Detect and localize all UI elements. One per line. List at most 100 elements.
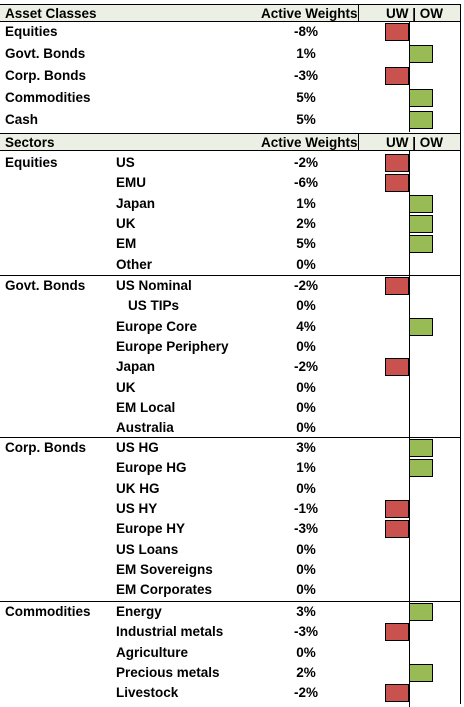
active-weight-value: 1% — [296, 196, 316, 211]
asset-class-label: Corp. Bonds — [5, 68, 86, 83]
sector-label: EMU — [116, 175, 146, 190]
sector-label: Other — [116, 257, 153, 272]
header-divider — [358, 134, 359, 150]
sectors-title: Sectors — [5, 135, 55, 150]
sector-label: EM Local — [116, 400, 176, 415]
sector-label: Japan — [116, 196, 156, 211]
sector-group-label: Corp. Bonds — [5, 440, 86, 455]
sector-label: US HY — [116, 501, 158, 516]
sector-label: Precious metals — [116, 665, 220, 680]
active-weight-value: 3% — [296, 440, 316, 455]
active-weight-value: 0% — [296, 400, 316, 415]
active-weight-value: -3% — [293, 624, 318, 639]
sector-label: US HG — [116, 440, 159, 455]
active-weight-value: 0% — [296, 582, 316, 597]
active-weight-value: -2% — [293, 278, 318, 293]
underweight-bar — [385, 358, 409, 376]
sector-label: Livestock — [116, 685, 179, 700]
active-weight-value: 5% — [296, 90, 316, 105]
uw-ow-heading: UW | OW — [386, 135, 444, 150]
sector-label: Japan — [116, 359, 156, 374]
asset-classes-title: Asset Classes — [5, 6, 97, 21]
active-weight-value: 0% — [296, 339, 316, 354]
active-weight-value: -3% — [293, 521, 318, 536]
active-weight-value: 0% — [296, 298, 316, 313]
underweight-bar — [385, 520, 409, 538]
asset-classes-header: Asset Classes Active Weights UW | OW — [0, 4, 460, 22]
sector-label: UK HG — [116, 481, 160, 496]
asset-class-label: Cash — [5, 112, 39, 127]
header-divider — [358, 5, 359, 21]
sector-label: Industrial metals — [116, 624, 224, 639]
active-weight-value: -1% — [293, 501, 318, 516]
zero-axis-line — [409, 151, 410, 707]
active-weight-value: -8% — [293, 24, 318, 39]
active-weight-value: -2% — [293, 359, 318, 374]
zero-axis-line — [409, 22, 410, 132]
sector-label: US — [116, 155, 135, 170]
sector-label: Europe Periphery — [116, 339, 229, 354]
sector-label: Energy — [116, 604, 162, 619]
active-weight-value: 2% — [296, 665, 316, 680]
overweight-bar — [409, 45, 433, 63]
table-right-border — [460, 4, 461, 704]
uw-ow-heading: UW | OW — [386, 6, 444, 21]
asset-class-label: Govt. Bonds — [5, 46, 86, 61]
active-weight-value: 0% — [296, 257, 316, 272]
active-weight-value: 0% — [296, 542, 316, 557]
active-weight-value: -2% — [293, 155, 318, 170]
sector-label: EM Corporates — [116, 582, 213, 597]
sector-label: EM Sovereigns — [116, 562, 213, 577]
active-weights-heading: Active Weights — [261, 135, 358, 150]
underweight-bar — [385, 23, 409, 41]
overweight-bar — [409, 235, 433, 253]
sector-label: Europe HG — [116, 460, 187, 475]
active-weight-value: 0% — [296, 481, 316, 496]
active-weight-value: 0% — [296, 420, 316, 435]
active-weight-value: 1% — [296, 46, 316, 61]
sector-group-label: Commodities — [5, 604, 91, 619]
active-weight-value: 0% — [296, 645, 316, 660]
active-weight-value: 4% — [296, 319, 316, 334]
sector-group-label: Govt. Bonds — [5, 278, 86, 293]
active-weight-value: -3% — [293, 68, 318, 83]
active-weight-value: 5% — [296, 236, 316, 251]
sector-label: UK — [116, 380, 136, 395]
overweight-bar — [409, 215, 433, 233]
overweight-bar — [409, 195, 433, 213]
sector-label: Europe Core — [116, 319, 198, 334]
active-weight-value: 0% — [296, 380, 316, 395]
underweight-bar — [385, 684, 409, 702]
group-separator — [0, 275, 460, 276]
sector-label: EM — [116, 236, 137, 251]
underweight-bar — [385, 277, 409, 295]
active-weights-heading: Active Weights — [261, 6, 358, 21]
underweight-bar — [385, 174, 409, 192]
underweight-bar — [385, 154, 409, 172]
underweight-bar — [385, 623, 409, 641]
group-separator — [0, 437, 460, 438]
sector-label: Europe HY — [116, 521, 186, 536]
overweight-bar — [409, 111, 433, 129]
overweight-bar — [409, 603, 433, 621]
active-weight-value: 3% — [296, 604, 316, 619]
underweight-bar — [385, 67, 409, 85]
sector-label: UK — [116, 216, 136, 231]
overweight-bar — [409, 318, 433, 336]
asset-class-label: Equities — [5, 24, 58, 39]
sectors-header: Sectors Active Weights UW | OW — [0, 133, 460, 151]
overweight-bar — [409, 459, 433, 477]
overweight-bar — [409, 89, 433, 107]
active-weight-value: 5% — [296, 112, 316, 127]
sector-label: US TIPs — [128, 298, 180, 313]
underweight-bar — [385, 500, 409, 518]
active-weight-value: 2% — [296, 216, 316, 231]
sector-label: Australia — [116, 420, 174, 435]
sector-label: US Loans — [116, 542, 179, 557]
sector-label: US Nominal — [116, 278, 192, 293]
overweight-bar — [409, 439, 433, 457]
overweight-bar — [409, 664, 433, 682]
active-weight-value: -2% — [293, 685, 318, 700]
active-weight-value: -6% — [293, 175, 318, 190]
